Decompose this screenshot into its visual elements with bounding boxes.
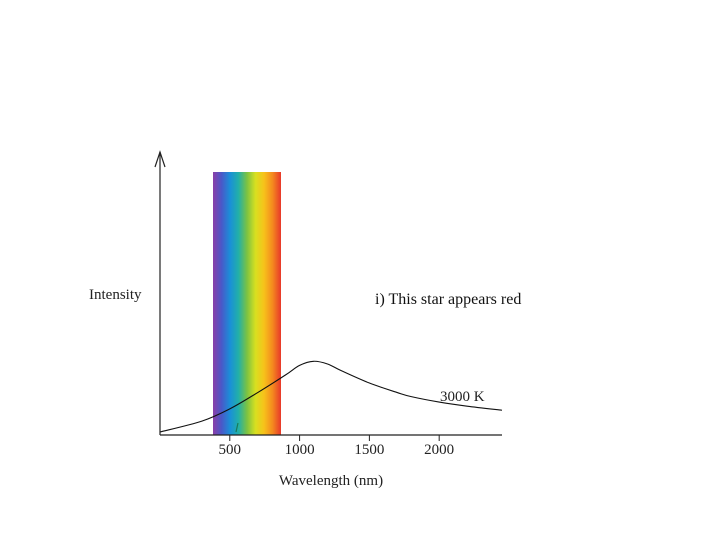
x-tick-label: 1000 (285, 442, 315, 458)
x-axis-title: Wavelength (nm) (279, 473, 383, 489)
series-label-3000k: 3000 K (440, 389, 485, 405)
x-tick-label: 1500 (354, 442, 384, 458)
axes (154, 150, 502, 436)
y-axis-arrowhead (154, 150, 166, 168)
x-tick-label: 500 (219, 442, 242, 458)
y-axis-title: Intensity (89, 287, 142, 303)
x-tick-label: 2000 (424, 442, 454, 458)
series-line-3000k (159, 360, 503, 433)
series-layer (159, 360, 503, 433)
wavelength-marker (235, 422, 239, 433)
visible-spectrum-band (213, 172, 281, 435)
annotation-star-appears-red: i) This star appears red (375, 291, 521, 308)
x-ticks: 500 1000 1500 2000 (219, 435, 454, 458)
